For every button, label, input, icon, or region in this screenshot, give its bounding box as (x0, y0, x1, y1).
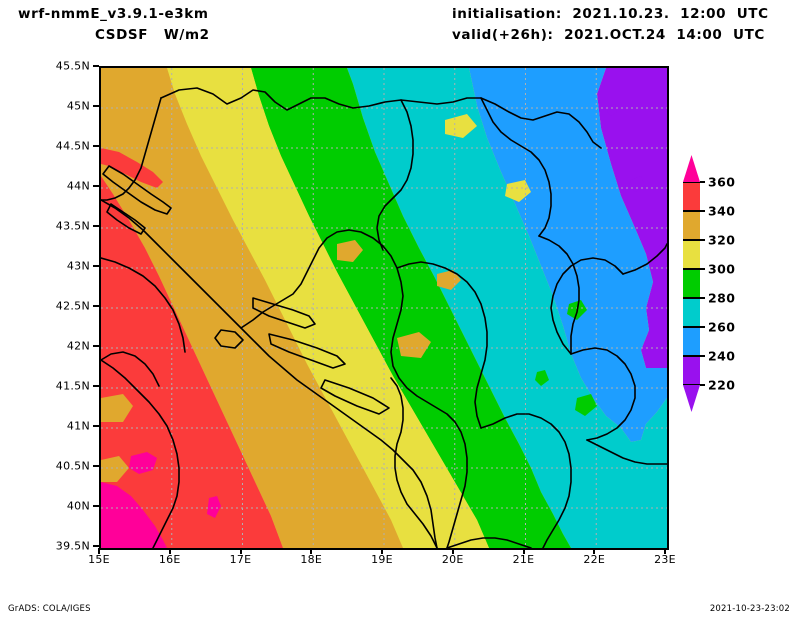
y-axis-label: 39.5N (55, 539, 90, 553)
render-timestamp: 2021-10-23-23:02 (709, 604, 790, 614)
y-axis-label: 44N (66, 179, 90, 193)
x-axis-label: 22E (583, 553, 606, 566)
colorbar-tick (700, 297, 705, 299)
x-axis-label: 16E (158, 553, 181, 566)
y-tick (93, 465, 99, 467)
map-plot-area (99, 66, 669, 550)
colorbar-label: 260 (708, 319, 736, 335)
colorbar-label: 360 (708, 174, 736, 190)
y-tick (93, 185, 99, 187)
colorbar-band (683, 269, 700, 298)
y-axis-label: 43N (66, 259, 90, 273)
x-axis-label: 17E (229, 553, 252, 566)
y-tick (93, 305, 99, 307)
x-tick (239, 548, 242, 554)
colorbar-tick (700, 355, 705, 357)
colorbar-label: 340 (708, 203, 736, 219)
x-axis-label: 18E (300, 553, 323, 566)
variable-title: CSDSF W/m2 (95, 27, 210, 43)
colorbar-label: 300 (708, 261, 736, 277)
x-tick (664, 548, 666, 554)
map-canvas (101, 68, 667, 548)
colorbar-band (683, 240, 700, 269)
x-tick (381, 548, 383, 554)
model-title: wrf-nmmE_v3.9.1-e3km (18, 6, 209, 22)
colorbar-label: 220 (708, 377, 736, 393)
y-tick (93, 345, 99, 347)
colorbar-tick (700, 239, 705, 241)
y-tick (93, 425, 99, 427)
colorbar-band (683, 356, 700, 385)
y-axis-label: 41.5N (55, 379, 90, 393)
colorbar-tick (700, 181, 705, 183)
y-axis-label: 43.5N (55, 219, 90, 233)
x-axis-label: 20E (441, 553, 464, 566)
y-axis-label: 42N (66, 339, 90, 353)
software-credit: GrADS: COLA/IGES (8, 604, 91, 614)
y-tick (93, 105, 99, 107)
x-tick (98, 548, 100, 554)
colorbar-label: 280 (708, 290, 736, 306)
y-tick (93, 145, 99, 147)
x-axis-label: 23E (654, 553, 676, 566)
y-axis-label: 42.5N (55, 299, 90, 313)
y-tick (93, 265, 99, 267)
colorbar-band (683, 298, 700, 327)
valid-time: valid(+26h): 2021.OCT.24 14:00 UTC (452, 27, 765, 43)
y-axis-label: 45N (66, 99, 90, 113)
y-axis-label: 45.5N (55, 59, 90, 73)
y-axis-label: 40.5N (55, 459, 90, 473)
colorbar-label: 240 (708, 348, 736, 364)
x-axis-label: 21E (512, 553, 535, 566)
x-axis-label: 19E (371, 553, 393, 566)
y-axis-label: 41N (66, 419, 90, 433)
x-axis-label: 15E (88, 553, 110, 566)
colorbar-band (683, 211, 700, 240)
colorbar-cap-high (683, 155, 700, 182)
y-axis-label: 44.5N (55, 139, 90, 153)
colorbar-band (683, 182, 700, 211)
colorbar-tick (700, 268, 705, 270)
x-tick (593, 548, 596, 554)
y-tick (93, 505, 99, 507)
y-tick (93, 65, 99, 67)
initialisation-time: initialisation: 2021.10.23. 12:00 UTC (452, 6, 769, 22)
x-tick (522, 548, 525, 554)
y-axis-label: 40N (66, 499, 90, 513)
x-tick (168, 548, 171, 554)
x-tick (451, 548, 454, 554)
colorbar-label: 320 (708, 232, 736, 248)
colorbar-cap-low (683, 385, 700, 412)
colorbar-tick (700, 384, 705, 386)
coastline-overlay (101, 87, 667, 548)
colorbar-band (683, 327, 700, 356)
colorbar-tick (700, 210, 705, 212)
colorbar-tick (700, 326, 705, 328)
x-tick (310, 548, 313, 554)
lat-lon-gridlines (101, 68, 667, 548)
y-tick (93, 225, 99, 227)
y-tick (93, 545, 99, 547)
y-tick (93, 385, 99, 387)
